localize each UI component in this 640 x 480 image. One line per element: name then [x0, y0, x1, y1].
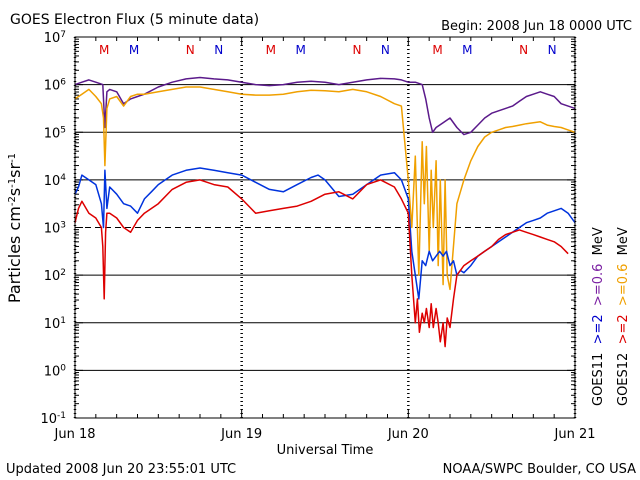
legend-goes11: GOES11 >=2 >=0.6 MeV: [591, 227, 606, 406]
y-tick-label-4: 103: [44, 221, 66, 237]
marker-2: N: [186, 43, 195, 57]
y-tick-label-8: 10-1: [40, 411, 66, 427]
y-axis-label: Particles cm-2s-1sr-1: [5, 153, 24, 303]
legend-goes11-item-3: MeV: [591, 227, 606, 263]
marker-11: N: [548, 43, 557, 57]
marker-9: M: [462, 43, 472, 57]
y-tick-label-2: 105: [44, 125, 66, 141]
chart-title: GOES Electron Flux (5 minute data): [10, 12, 259, 28]
legend-goes12-item-2: >=0.6: [616, 264, 631, 315]
plot-frame: [74, 36, 576, 419]
series-line-3: [74, 179, 569, 348]
marker-7: N: [381, 43, 390, 57]
x-tick-label-3: Jun 21: [554, 427, 596, 442]
y-axis-label-mid2: sr: [5, 163, 24, 178]
x-tick-labels: Jun 18 Jun 19 Jun 20 Jun 21: [54, 427, 596, 442]
y-tick-labels: 107 106 105 104 103 102 101 100 10-1: [40, 30, 66, 427]
series-line-1: [74, 86, 576, 291]
x-axis-label: Universal Time: [277, 443, 374, 458]
begin-label: Begin: 2008 Jun 18 0000 UTC: [441, 19, 632, 34]
y-tick-label-5: 102: [44, 268, 66, 284]
legend-goes11-item-2: >=0.6: [591, 264, 606, 315]
marker-3: N: [214, 43, 223, 57]
marker-0: M: [99, 43, 109, 57]
y-tick-label-3: 104: [44, 173, 67, 189]
legend-goes12-item-1: >=2: [616, 314, 631, 352]
marker-1: M: [129, 43, 139, 57]
y-axis-label-exp1: -2: [7, 196, 18, 206]
marker-6: N: [352, 43, 361, 57]
marker-10: N: [519, 43, 528, 57]
footer-source: NOAA/SWPC Boulder, CO USA: [443, 462, 636, 477]
x-tick-label-0: Jun 18: [54, 427, 96, 442]
x-tick-label-1: Jun 19: [220, 427, 262, 442]
legend-goes12: GOES12 >=2 >=0.6 MeV: [616, 227, 631, 406]
legend-goes11-item-1: >=2: [591, 314, 606, 352]
marker-4: M: [266, 43, 276, 57]
legend-goes11-item-0: GOES11: [591, 353, 606, 406]
y-tick-label-0: 107: [44, 30, 66, 46]
y-tick-label-1: 106: [44, 78, 67, 94]
legend-goes12-item-3: MeV: [616, 227, 631, 263]
y-tick-label-6: 101: [44, 316, 66, 332]
legend-goes12-item-0: GOES12: [616, 353, 631, 406]
y-axis-label-mid1: s: [5, 188, 24, 196]
y-axis-label-prefix: Particles cm: [5, 206, 24, 303]
series-line-2: [74, 167, 576, 300]
series-layer: [74, 76, 576, 348]
y-axis-label-exp2: -1: [7, 178, 18, 188]
y-tick-label-7: 100: [44, 363, 67, 379]
marker-5: M: [296, 43, 306, 57]
marker-8: M: [432, 43, 442, 57]
y-axis-label-exp3: -1: [7, 153, 18, 163]
x-tick-label-2: Jun 20: [387, 427, 429, 442]
footer-updated: Updated 2008 Jun 20 23:55:01 UTC: [6, 462, 236, 477]
